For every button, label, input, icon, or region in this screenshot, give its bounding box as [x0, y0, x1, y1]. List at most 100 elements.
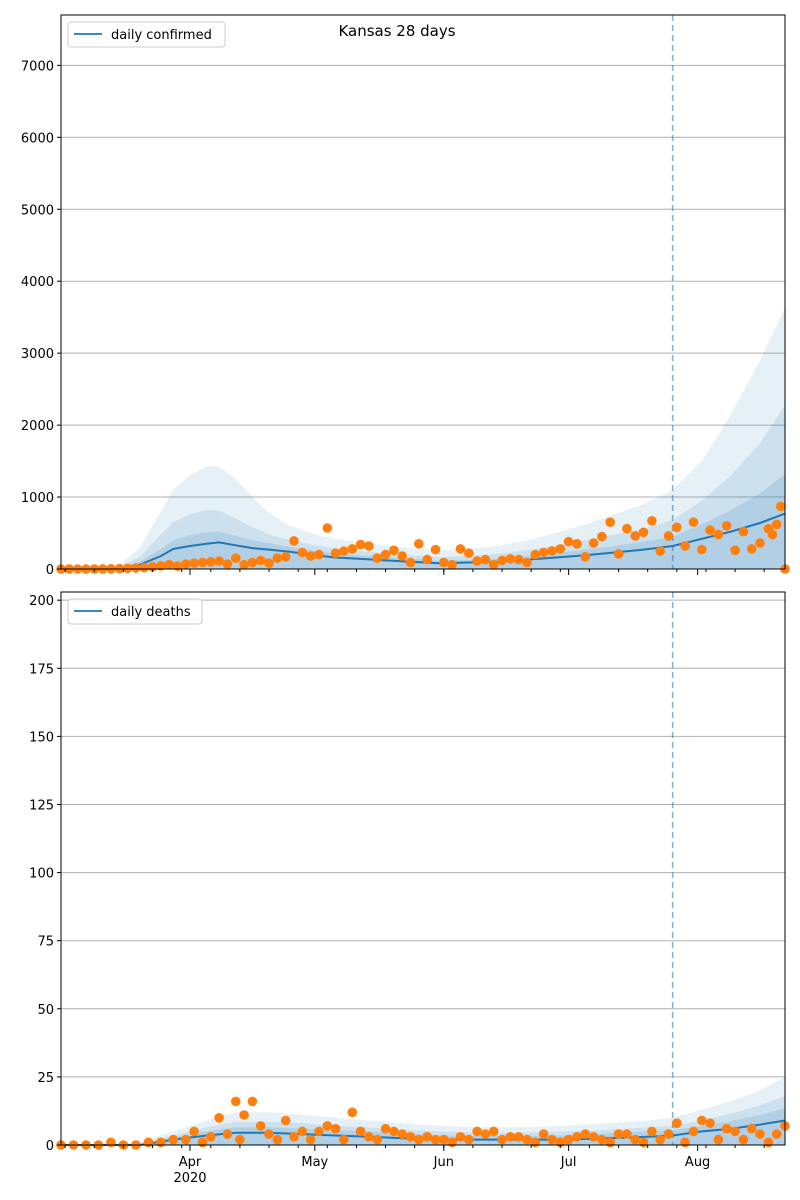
deaths-observed-point [197, 1137, 208, 1148]
confirmed-observed-point [264, 558, 274, 568]
deaths-observed-point [588, 1132, 599, 1142]
confirmed-median-line [61, 512, 786, 570]
confirmed-observed-point [605, 517, 615, 527]
confirmed-observed-point [405, 557, 416, 568]
deaths-observed-point [305, 1134, 316, 1145]
confirmed-ytick-label: 4000 [21, 275, 54, 290]
confirmed-observed-point [239, 559, 249, 570]
xtick-label-aug: Aug [685, 1155, 710, 1170]
deaths-observed-point [405, 1132, 416, 1142]
deaths-legend-box [67, 598, 203, 625]
confirmed-observed-point [131, 563, 141, 573]
deaths-observed-point [297, 1126, 308, 1137]
deaths-observed-point [422, 1132, 433, 1142]
xtick-label-jul: Jul [560, 1155, 577, 1170]
deaths-observed-point [339, 1134, 349, 1145]
deaths-observed-point [488, 1126, 499, 1137]
confirmed-observed-point [547, 546, 557, 556]
confirmed-observed-point [464, 548, 474, 558]
confirmed-observed-point [480, 554, 491, 565]
confirmed-observed-point [181, 559, 191, 569]
deaths-observed-point [380, 1123, 391, 1134]
deaths-observed-point [721, 1123, 732, 1134]
deaths-observed-point [697, 1115, 707, 1126]
deaths-observed-point [455, 1132, 466, 1142]
deaths-legend-label: daily deaths [111, 605, 191, 620]
confirmed-observed-point [538, 547, 549, 558]
deaths-observed-point [572, 1132, 582, 1142]
deaths-observed-point [647, 1126, 657, 1137]
confirmed-observed-point [580, 552, 591, 562]
xtick-year-label: 2020 [173, 1171, 206, 1186]
confirmed-observed-point [380, 549, 391, 560]
deaths-observed-point [530, 1137, 541, 1148]
confirmed-band-outer [61, 307, 785, 569]
confirmed-observed-point [746, 544, 757, 554]
deaths-observed-point [168, 1134, 179, 1145]
confirmed-observed-point [767, 529, 778, 540]
confirmed-observed-point [339, 546, 349, 556]
confirmed-observed-point [713, 529, 724, 540]
deaths-observed-point [364, 1132, 374, 1142]
deaths-observed-point [472, 1126, 482, 1137]
deaths-observed-point [480, 1129, 491, 1139]
confirmed-observed-point [247, 557, 258, 568]
deaths-observed-point [680, 1137, 690, 1148]
deaths-ytick-label: 50 [37, 1003, 54, 1018]
deaths-observed-point [314, 1126, 324, 1137]
confirmed-observed-point [513, 554, 524, 565]
deaths-observed-point [746, 1123, 757, 1134]
deaths-observed-point [181, 1134, 191, 1145]
confirmed-observed-point [730, 545, 740, 556]
deaths-observed-point [264, 1129, 274, 1139]
confirmed-observed-point [314, 549, 324, 560]
xtick-label-may: May [301, 1155, 328, 1170]
deaths-panel-frame [60, 591, 786, 1146]
deaths-observed-point [430, 1134, 441, 1145]
confirmed-observed-point [255, 555, 266, 566]
confirmed-observed-point [397, 551, 408, 561]
confirmed-observed-point [289, 536, 299, 546]
confirmed-observed-point [530, 549, 541, 560]
deaths-observed-point [247, 1096, 258, 1107]
deaths-ytick-label: 175 [29, 662, 54, 677]
confirmed-observed-point [771, 519, 782, 530]
confirmed-ytick-label: 2000 [21, 419, 54, 434]
confirmed-observed-point [206, 557, 216, 567]
deaths-observed-point [497, 1134, 507, 1145]
confirmed-observed-point [297, 547, 308, 558]
deaths-observed-point [688, 1126, 699, 1137]
confirmed-panel: 0 1000 2000 3000 4000 5000 6000 7000 daily conf… [21, 14, 790, 578]
confirmed-ytick-label: 6000 [21, 131, 54, 146]
confirmed-observed-point [672, 522, 682, 533]
deaths-observed-point [322, 1121, 333, 1131]
confirmed-observed-point [222, 559, 233, 569]
confirmed-observed-point [347, 544, 358, 554]
confirmed-observed-point [738, 526, 749, 537]
confirmed-legend-label: daily confirmed [111, 28, 212, 43]
confirmed-observed-point [613, 549, 624, 559]
confirmed-observed-point [430, 544, 441, 555]
deaths-observed-point [347, 1107, 358, 1118]
confirmed-observed-point [330, 548, 341, 558]
confirmed-observed-point [372, 553, 383, 563]
confirmed-panel-frame [60, 14, 786, 570]
confirmed-observed-point [497, 555, 507, 566]
confirmed-observed-point [156, 561, 166, 571]
confirmed-observed-point [622, 523, 632, 534]
deaths-observed-point [663, 1129, 674, 1139]
confirmed-observed-point [755, 538, 765, 548]
confirmed-observed-point [272, 553, 283, 563]
deaths-observed-point [414, 1134, 424, 1145]
deaths-observed-point [156, 1137, 166, 1148]
deaths-observed-point [730, 1126, 740, 1137]
confirmed-observed-point [572, 539, 582, 549]
confirmed-observed-point [563, 536, 574, 547]
deaths-observed-point [705, 1118, 715, 1128]
xtick-label-apr: Apr [179, 1155, 202, 1170]
confirmed-observed-point [364, 541, 374, 551]
deaths-observed-point [655, 1134, 665, 1145]
confirmed-observed-point [447, 559, 457, 570]
deaths-observed-point [605, 1137, 615, 1148]
